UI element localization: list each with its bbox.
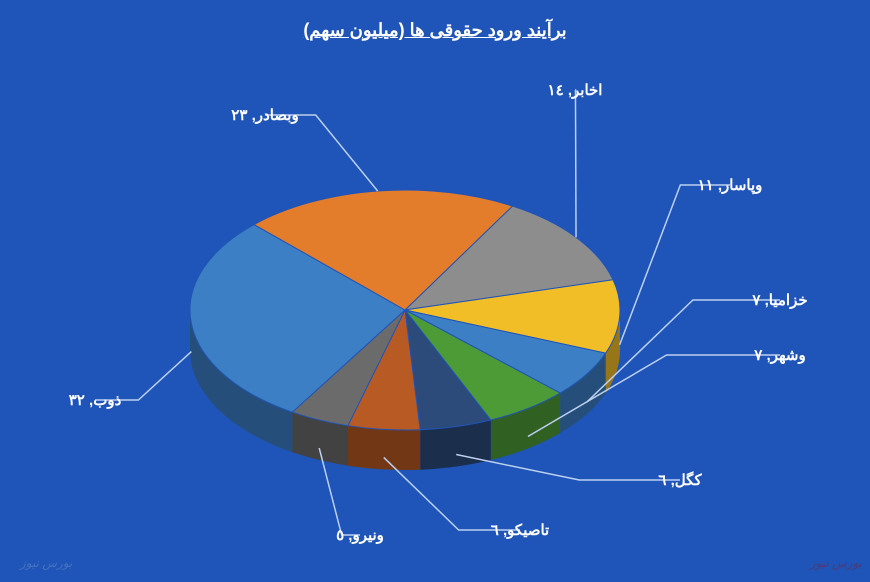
pie-svg [0, 0, 870, 582]
slice-label: کگل, ٦ [658, 471, 701, 489]
pie-side [348, 426, 420, 470]
slice-label: تاصیکو, ٦ [491, 521, 549, 539]
slice-label: خزامیا, ٧ [752, 291, 807, 309]
chart-title: برآیند ورود حقوقی ها (میلیون سهم) [303, 20, 566, 41]
watermark-left: بورس نیوز [20, 556, 72, 570]
slice-label: وشهر, ٧ [754, 346, 805, 364]
slice-label: وپاسار, ١١ [698, 176, 763, 194]
pie-chart-3d: برآیند ورود حقوقی ها (میلیون سهم) اخابر,… [0, 0, 870, 582]
slice-label: ونیرو, ٥ [336, 526, 384, 544]
slice-label: اخابر, ١٤ [548, 81, 603, 99]
slice-label: ذوب, ٣٢ [69, 391, 122, 409]
watermark-right: بورس نیوز [810, 556, 862, 570]
slice-label: وبصادر, ٢٣ [231, 106, 298, 124]
